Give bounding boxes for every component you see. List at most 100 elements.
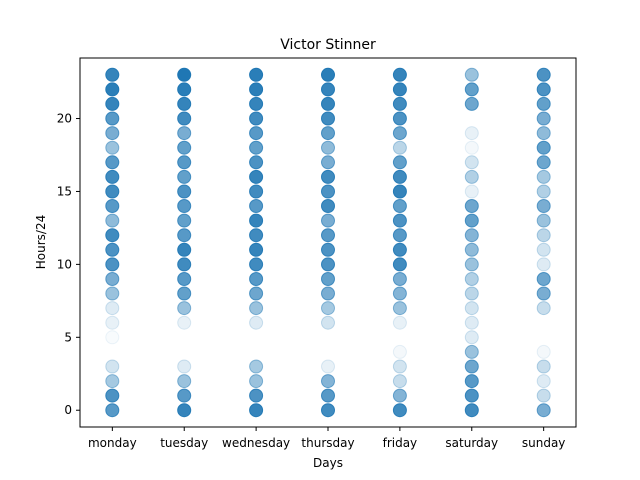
- data-point-saturday-4: [464, 344, 479, 359]
- y-tick-label-0: 0: [64, 403, 72, 417]
- data-point-monday-3: [105, 359, 120, 374]
- data-point-wednesday-0: [249, 403, 264, 418]
- data-point-wednesday-14: [249, 199, 264, 213]
- data-point-tuesday-14: [177, 199, 192, 213]
- data-point-tuesday-1: [177, 388, 192, 403]
- data-point-friday-13: [392, 213, 407, 228]
- data-point-wednesday-10: [249, 257, 264, 272]
- data-point-saturday-15: [464, 184, 479, 199]
- data-point-saturday-22: [464, 82, 479, 97]
- data-point-monday-17: [105, 155, 120, 170]
- data-point-thursday-6: [321, 315, 335, 330]
- data-point-sunday-14: [536, 199, 551, 213]
- data-point-saturday-14: [464, 199, 479, 213]
- data-point-wednesday-19: [249, 126, 264, 141]
- data-point-tuesday-19: [177, 126, 192, 141]
- data-point-wednesday-16: [249, 169, 264, 184]
- data-point-friday-10: [392, 257, 407, 272]
- data-point-monday-10: [105, 257, 120, 272]
- y-axis-ticks: 0 5 10 15 20: [57, 112, 80, 417]
- data-point-thursday-7: [321, 301, 335, 316]
- x-tick-label-thursday: thursday: [301, 436, 354, 450]
- x-tick-label-monday: monday: [88, 436, 137, 450]
- data-point-monday-0: [105, 403, 120, 418]
- data-point-sunday-11: [536, 242, 551, 257]
- data-point-tuesday-7: [177, 301, 192, 316]
- data-point-saturday-8: [464, 286, 479, 301]
- data-point-thursday-18: [321, 140, 335, 155]
- y-tick-label-20: 20: [57, 112, 72, 126]
- data-point-friday-23: [392, 67, 407, 82]
- data-point-tuesday-8: [177, 286, 192, 301]
- data-point-thursday-13: [321, 213, 335, 228]
- data-point-sunday-7: [536, 301, 551, 316]
- data-point-friday-18: [392, 140, 407, 155]
- data-point-friday-8: [392, 286, 407, 301]
- data-point-sunday-13: [536, 213, 551, 228]
- data-point-saturday-7: [464, 301, 479, 316]
- data-point-monday-22: [105, 82, 120, 97]
- data-point-sunday-17: [536, 155, 551, 170]
- data-point-wednesday-22: [249, 82, 264, 97]
- data-point-wednesday-8: [249, 286, 264, 301]
- y-axis-label: Hours/24: [34, 215, 48, 269]
- data-point-saturday-1: [464, 388, 479, 403]
- data-point-thursday-8: [321, 286, 335, 301]
- data-point-sunday-1: [536, 388, 551, 403]
- data-point-tuesday-20: [177, 111, 192, 126]
- data-point-sunday-19: [536, 126, 551, 141]
- data-point-saturday-9: [464, 272, 479, 286]
- data-point-saturday-2: [464, 374, 479, 389]
- data-point-tuesday-10: [177, 257, 192, 272]
- y-tick-label-15: 15: [57, 184, 72, 198]
- data-point-wednesday-1: [249, 388, 264, 403]
- data-point-sunday-0: [536, 403, 551, 418]
- data-point-sunday-2: [536, 374, 551, 389]
- data-point-friday-9: [392, 272, 407, 286]
- data-point-saturday-3: [464, 359, 479, 374]
- data-point-tuesday-11: [177, 242, 192, 257]
- data-point-friday-6: [392, 315, 407, 330]
- data-point-saturday-6: [464, 315, 479, 330]
- data-point-sunday-8: [536, 286, 551, 301]
- data-point-monday-15: [105, 184, 120, 199]
- data-point-wednesday-15: [249, 184, 264, 199]
- data-point-sunday-18: [536, 140, 551, 155]
- data-point-friday-2: [392, 374, 407, 389]
- data-point-wednesday-7: [249, 301, 264, 316]
- data-point-tuesday-17: [177, 155, 192, 170]
- data-point-sunday-16: [536, 169, 551, 184]
- data-point-monday-11: [105, 242, 120, 257]
- data-point-saturday-17: [464, 155, 479, 170]
- data-point-monday-19: [105, 126, 120, 141]
- data-point-sunday-4: [536, 344, 551, 359]
- data-point-tuesday-3: [177, 359, 192, 374]
- data-point-thursday-2: [321, 374, 335, 389]
- data-point-wednesday-21: [249, 96, 264, 111]
- data-point-saturday-10: [464, 257, 479, 272]
- data-point-wednesday-3: [249, 359, 264, 374]
- data-point-friday-0: [392, 403, 407, 418]
- data-point-monday-20: [105, 111, 120, 126]
- data-point-wednesday-17: [249, 155, 264, 170]
- data-point-monday-8: [105, 286, 120, 301]
- data-point-saturday-16: [464, 169, 479, 184]
- data-point-thursday-16: [321, 169, 335, 184]
- data-point-saturday-12: [464, 228, 479, 243]
- data-point-thursday-12: [321, 228, 335, 243]
- data-point-friday-11: [392, 242, 407, 257]
- data-point-friday-12: [392, 228, 407, 243]
- data-point-monday-23: [105, 67, 120, 82]
- data-point-monday-16: [105, 169, 120, 184]
- data-point-tuesday-21: [177, 96, 192, 111]
- data-point-tuesday-18: [177, 140, 192, 155]
- data-point-monday-21: [105, 96, 120, 111]
- data-point-monday-2: [105, 374, 120, 389]
- data-point-sunday-22: [536, 82, 551, 97]
- data-point-friday-20: [392, 111, 407, 126]
- data-point-thursday-22: [321, 82, 335, 97]
- data-point-friday-21: [392, 96, 407, 111]
- data-point-sunday-3: [536, 359, 551, 374]
- data-point-sunday-10: [536, 257, 551, 272]
